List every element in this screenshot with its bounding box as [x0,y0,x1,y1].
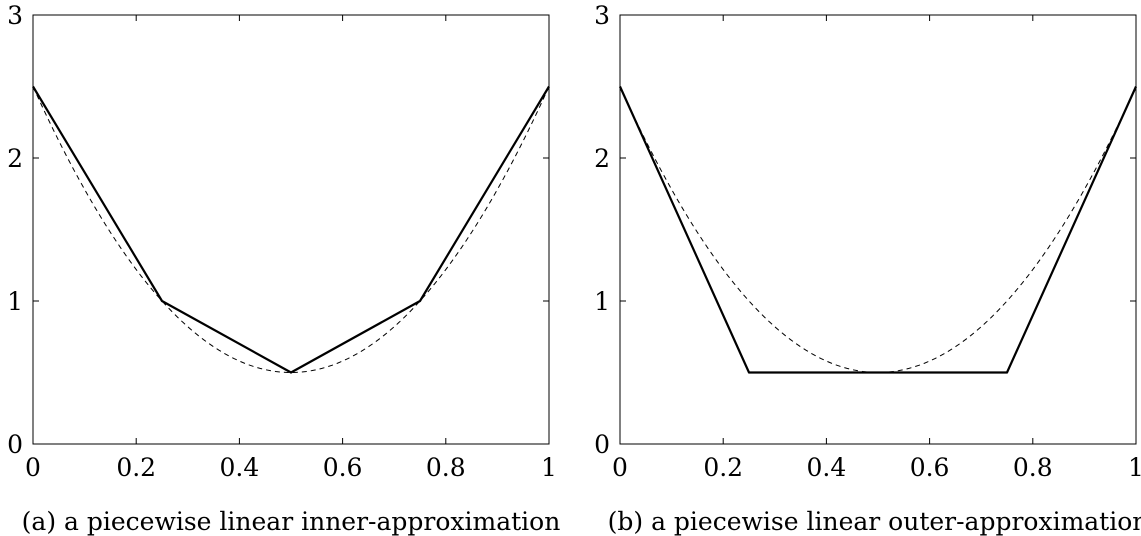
plot-frame [32,14,550,445]
panel-caption: (b) a piecewise linear outer-approximati… [608,507,1141,536]
piecewise-linear-series [32,85,550,374]
y-tick-label: 3 [7,1,23,30]
plot-frame [619,14,1137,445]
y-tick-label: 2 [594,144,610,173]
panel-inner-approximation: 0 0.2 0.4 0.6 0.8 1 0 1 2 3 (a) a piecewise linear… [7,1,560,536]
x-tick-label: 0 [612,453,628,482]
dashed-reference-curve [619,86,1137,374]
panel-caption: (a) a piecewise linear inner-approximati… [22,507,561,536]
y-tick-label: 1 [594,287,610,316]
x-tick-label: 0.8 [426,453,466,482]
x-tick-label: 0.6 [910,453,950,482]
y-tick-label: 1 [7,287,23,316]
y-tick-label: 3 [594,1,610,30]
x-tick-label: 0.8 [1013,453,1053,482]
panel-outer-approximation: 0 0.2 0.4 0.6 0.8 1 0 1 2 3 (b) a piecewise linear… [594,1,1141,536]
piecewise-linear-series [618,86,1138,374]
x-tick-label: 0.4 [807,453,847,482]
x-tick-label: 1 [541,453,557,482]
dashed-reference-curve [32,86,550,374]
y-tick-label: 0 [594,430,610,459]
x-tick-label: 0.4 [220,453,260,482]
x-tick-label: 0.2 [116,453,156,482]
y-tick-label: 2 [7,144,23,173]
x-tick-label: 0.2 [703,453,743,482]
y-tick-label: 0 [7,430,23,459]
x-tick-label: 0 [25,453,41,482]
x-tick-label: 0.6 [323,453,363,482]
x-tick-label: 1 [1128,453,1141,482]
